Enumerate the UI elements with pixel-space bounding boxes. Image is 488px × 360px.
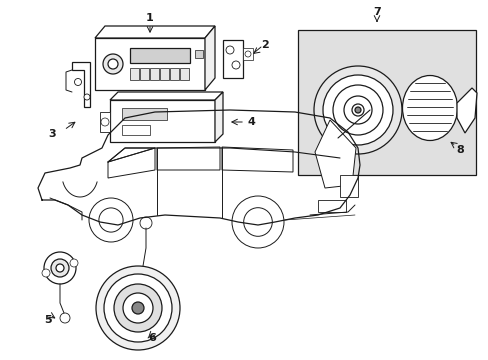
Bar xyxy=(180,68,189,80)
Bar xyxy=(317,200,346,212)
Circle shape xyxy=(332,85,382,135)
Bar xyxy=(130,68,139,80)
Circle shape xyxy=(132,302,143,314)
Ellipse shape xyxy=(402,76,457,140)
Circle shape xyxy=(74,78,81,86)
Circle shape xyxy=(70,259,78,267)
Circle shape xyxy=(51,259,69,277)
Bar xyxy=(160,68,169,80)
Bar xyxy=(223,40,243,78)
Polygon shape xyxy=(215,92,223,142)
Polygon shape xyxy=(204,26,215,90)
Polygon shape xyxy=(95,26,215,38)
Text: 4: 4 xyxy=(247,117,255,127)
Circle shape xyxy=(244,51,250,57)
Bar xyxy=(150,68,159,80)
Bar xyxy=(130,48,190,63)
Polygon shape xyxy=(108,148,155,178)
Circle shape xyxy=(351,104,363,116)
Bar xyxy=(195,50,203,58)
Circle shape xyxy=(44,252,76,284)
Bar xyxy=(339,175,357,197)
Circle shape xyxy=(323,75,392,145)
Circle shape xyxy=(104,274,172,342)
Circle shape xyxy=(354,107,360,113)
Circle shape xyxy=(123,293,153,323)
Circle shape xyxy=(243,208,272,236)
Polygon shape xyxy=(314,120,355,188)
Text: 3: 3 xyxy=(48,129,56,139)
Circle shape xyxy=(96,266,180,350)
Text: 8: 8 xyxy=(455,145,463,155)
Circle shape xyxy=(140,217,152,229)
Circle shape xyxy=(89,198,133,242)
Bar xyxy=(122,125,150,135)
Text: 6: 6 xyxy=(148,333,156,343)
Circle shape xyxy=(42,269,50,277)
Circle shape xyxy=(231,61,240,69)
Text: 1: 1 xyxy=(146,13,154,23)
Bar xyxy=(243,48,252,60)
Bar xyxy=(95,38,204,90)
Circle shape xyxy=(84,94,90,100)
Circle shape xyxy=(231,196,284,248)
Circle shape xyxy=(101,118,109,126)
Circle shape xyxy=(343,96,371,124)
Circle shape xyxy=(103,54,123,74)
Polygon shape xyxy=(110,92,223,100)
Bar xyxy=(100,112,110,132)
Polygon shape xyxy=(72,62,90,107)
Circle shape xyxy=(114,284,162,332)
Bar xyxy=(110,100,215,142)
Circle shape xyxy=(99,208,123,232)
Circle shape xyxy=(313,66,401,154)
Circle shape xyxy=(56,264,64,272)
Circle shape xyxy=(108,59,118,69)
Text: 5: 5 xyxy=(44,315,52,325)
Bar xyxy=(297,30,475,175)
Circle shape xyxy=(60,313,70,323)
Bar xyxy=(140,68,149,80)
Circle shape xyxy=(225,46,234,54)
Text: 7: 7 xyxy=(372,7,380,17)
Polygon shape xyxy=(157,147,220,170)
Text: 2: 2 xyxy=(261,40,268,50)
Polygon shape xyxy=(456,88,476,133)
Polygon shape xyxy=(222,147,292,172)
Bar xyxy=(170,68,179,80)
Bar xyxy=(122,108,167,120)
